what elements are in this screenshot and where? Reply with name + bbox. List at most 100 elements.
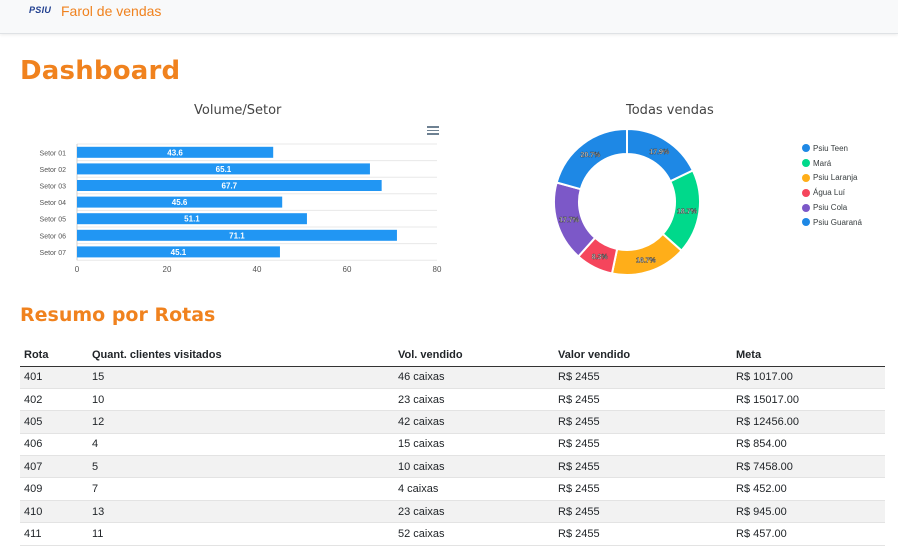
bar[interactable] (77, 196, 283, 208)
donut-legend: Psiu Teen Mará Psiu Laranja Água Luí Psiu Co… (802, 141, 862, 230)
legend-item[interactable]: Água Luí (802, 185, 862, 200)
bar-value-label: 65.1 (216, 165, 232, 174)
legend-item[interactable]: Psiu Guaraná (802, 215, 862, 230)
table-cell: R$ 2455 (554, 455, 732, 479)
legend-marker-icon (802, 203, 810, 212)
legend-item[interactable]: Psiu Laranja (802, 171, 862, 186)
legend-label: Psiu Guaraná (813, 217, 862, 227)
bar-value-label: 43.6 (167, 148, 183, 157)
x-tick-label: 60 (343, 265, 352, 274)
table-cell: R$ 2455 (554, 477, 732, 501)
table-cell: R$ 452.00 (732, 477, 885, 501)
table-cell: 402 (20, 388, 88, 412)
x-tick-label: 80 (433, 265, 442, 274)
bar-chart-title: Volume/Setor (194, 103, 282, 118)
table-row: 409 7 4 caixas R$ 2455 R$ 452.00 (20, 477, 885, 501)
table-cell: 23 caixas (394, 500, 554, 524)
bar-value-label: 45.6 (172, 198, 188, 207)
bar-chart: Setor 01 43.6 Setor 02 65.1 Setor 03 67.7 Seto… (40, 143, 442, 274)
table-cell: R$ 945.00 (732, 500, 885, 524)
table-cell: R$ 2455 (554, 522, 732, 546)
legend-label: Psiu Cola (813, 203, 848, 213)
table-row: 411 11 52 caixas R$ 2455 R$ 457.00 (20, 522, 885, 546)
bar[interactable] (77, 246, 280, 258)
donut-percent-label: 8.3% (592, 254, 609, 261)
table-cell: R$ 12456.00 (732, 410, 885, 434)
col-valor: Valor vendido (554, 344, 732, 367)
table-cell: 23 caixas (394, 388, 554, 412)
donut-percent-label: 17.9% (649, 149, 670, 156)
psiu-logo[interactable]: PSIU (29, 5, 52, 15)
bar[interactable] (77, 180, 382, 191)
x-tick-label: 0 (75, 265, 80, 274)
legend-marker-icon (802, 218, 810, 227)
bar-category-label: Setor 07 (40, 250, 67, 257)
routes-table: Rota Quant. clientes visitados Vol. vend… (20, 344, 885, 546)
bar[interactable] (77, 229, 397, 241)
col-rota: Rota (20, 344, 88, 367)
table-cell: R$ 2455 (554, 433, 732, 457)
chart-menu-icon[interactable] (427, 126, 439, 136)
table-cell: 410 (20, 500, 88, 524)
donut-slice[interactable] (555, 127, 628, 191)
table-cell: 405 (20, 410, 88, 434)
col-volume: Vol. vendido (394, 344, 554, 367)
page-title: Dashboard (20, 56, 181, 86)
table-cell: R$ 1017.00 (732, 366, 885, 389)
legend-label: Mará (813, 158, 832, 168)
bar-value-label: 51.1 (184, 215, 200, 224)
table-cell: R$ 854.00 (732, 433, 885, 457)
legend-label: Psiu Teen (813, 143, 848, 153)
legend-item[interactable]: Psiu Cola (802, 200, 862, 215)
bar-category-label: Setor 04 (40, 200, 67, 207)
table-cell: 407 (20, 455, 88, 479)
legend-item[interactable]: Psiu Teen (802, 141, 862, 156)
bar-category-label: Setor 01 (40, 150, 67, 157)
legend-label: Psiu Laranja (813, 173, 858, 183)
bar-category-label: Setor 02 (40, 167, 67, 174)
table-cell: R$ 457.00 (732, 522, 885, 546)
bar-category-label: Setor 05 (40, 217, 67, 224)
bar[interactable] (77, 163, 370, 175)
bar-value-label: 45.1 (171, 248, 187, 257)
table-row: 402 10 23 caixas R$ 2455 R$ 15017.00 (20, 388, 885, 412)
donut-percent-label: 16.7% (636, 257, 657, 264)
bar-value-label: 67.7 (222, 182, 238, 191)
legend-marker-icon (802, 173, 810, 182)
table-cell: 42 caixas (394, 410, 554, 434)
section-title: Resumo por Rotas (20, 304, 216, 326)
app-name-link[interactable]: Farol de vendas (61, 3, 162, 19)
table-cell: 11 (88, 522, 394, 546)
bar-category-label: Setor 06 (40, 233, 67, 240)
table-cell: 12 (88, 410, 394, 434)
table-cell: 10 (88, 388, 394, 412)
table-cell: 46 caixas (394, 366, 554, 389)
donut-chart: 17.9% 18.7% 16.7% 8.3% 17.7% 20.7% (553, 127, 701, 276)
table-cell: 4 (88, 433, 394, 457)
table-cell: 7 (88, 477, 394, 501)
table-cell: 52 caixas (394, 522, 554, 546)
table-header-row: Rota Quant. clientes visitados Vol. vend… (20, 344, 885, 367)
x-tick-label: 20 (163, 265, 172, 274)
table-cell: 5 (88, 455, 394, 479)
table-cell: R$ 7458.00 (732, 455, 885, 479)
bar-category-label: Setor 03 (40, 184, 67, 191)
bar[interactable] (77, 213, 307, 225)
donut-percent-label: 17.7% (559, 217, 580, 224)
legend-item[interactable]: Mará (802, 156, 862, 171)
table-cell: 406 (20, 433, 88, 457)
table-cell: 401 (20, 366, 88, 389)
table-cell: R$ 15017.00 (732, 388, 885, 412)
table-cell: R$ 2455 (554, 366, 732, 389)
table-row: 410 13 23 caixas R$ 2455 R$ 945.00 (20, 500, 885, 524)
table-cell: 15 caixas (394, 433, 554, 457)
bar-value-label: 71.1 (229, 231, 245, 240)
table-cell: 409 (20, 477, 88, 501)
table-cell: R$ 2455 (554, 410, 732, 434)
table-cell: 13 (88, 500, 394, 524)
table-cell: 411 (20, 522, 88, 546)
table-cell: R$ 2455 (554, 500, 732, 524)
bar[interactable] (77, 146, 274, 158)
donut-slice[interactable] (610, 232, 683, 276)
donut-chart-title: Todas vendas (626, 103, 714, 118)
